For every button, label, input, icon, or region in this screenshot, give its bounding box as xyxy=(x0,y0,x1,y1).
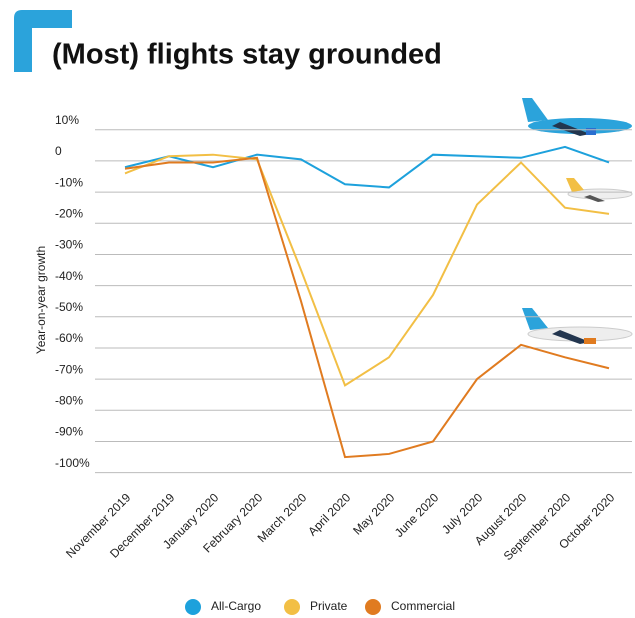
plane-commercial xyxy=(522,308,632,344)
legend-label: All-Cargo xyxy=(211,599,261,613)
chart-title: (Most) flights stay grounded xyxy=(52,39,442,71)
y-tick-label: -90% xyxy=(55,425,83,439)
y-tick-label: 10% xyxy=(55,113,79,127)
y-tick-label: -80% xyxy=(55,393,83,407)
chart: (Most) flights stay grounded Year-on-yea… xyxy=(0,0,635,618)
x-tick-label: May 2020 xyxy=(350,490,397,537)
y-tick-label: -70% xyxy=(55,362,83,376)
y-tick-label: 0 xyxy=(55,144,62,158)
x-tick-label: July 2020 xyxy=(439,490,485,536)
x-tick-label: April 2020 xyxy=(305,490,353,538)
y-tick-label: -100% xyxy=(55,456,90,470)
y-tick-label: -50% xyxy=(55,300,83,314)
series-line xyxy=(125,147,609,188)
legend-marker xyxy=(284,599,300,615)
x-tick-label: June 2020 xyxy=(392,490,442,540)
legend-label: Private xyxy=(310,599,348,613)
legend-marker xyxy=(365,599,381,615)
y-tick-label: -60% xyxy=(55,331,83,345)
legend-label: Commercial xyxy=(391,599,455,613)
series-line xyxy=(125,155,609,386)
plane-cargo xyxy=(522,98,632,136)
plane-private xyxy=(566,178,632,202)
series-line xyxy=(125,158,609,457)
y-tick-label: -20% xyxy=(55,206,83,220)
legend-marker xyxy=(185,599,201,615)
y-tick-label: -40% xyxy=(55,269,83,283)
y-tick-label: -30% xyxy=(55,238,83,252)
y-axis-label: Year-on-year growth xyxy=(34,246,48,354)
y-tick-label: -10% xyxy=(55,175,83,189)
